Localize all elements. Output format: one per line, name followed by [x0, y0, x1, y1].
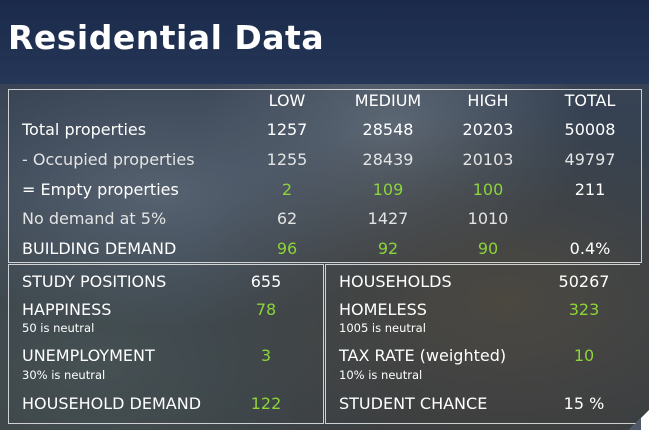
table-cell: 28439	[362, 150, 414, 169]
table-cell: 2	[281, 180, 293, 199]
stat-label-households: HOUSEHOLDS	[339, 272, 452, 291]
column-header-total: TOTAL	[564, 91, 616, 110]
right-stats-panel	[325, 264, 640, 424]
stat-label-happiness: HAPPINESS	[22, 300, 112, 319]
resize-handle-notch	[629, 418, 641, 430]
stat-label-tax-rate: TAX RATE (weighted)	[339, 346, 507, 365]
table-cell: 28548	[362, 120, 414, 139]
stat-value-tax-rate: 10	[573, 346, 595, 365]
stat-label-homeless: HOMELESS	[339, 300, 427, 319]
table-cell: 92	[377, 239, 399, 258]
row-label-building-demand: BUILDING DEMAND	[22, 239, 177, 258]
stat-note-unemployment: 30% is neutral	[22, 368, 106, 382]
table-cell: 1255	[266, 150, 308, 169]
row-label-no-demand: No demand at 5%	[22, 209, 167, 228]
stat-label-study-positions: STUDY POSITIONS	[22, 272, 167, 291]
row-label-total-properties: Total properties	[22, 120, 147, 139]
table-cell: 90	[477, 239, 499, 258]
page-title: Residential Data	[8, 18, 325, 57]
table-cell: 49797	[564, 150, 616, 169]
stat-label-household-demand: HOUSEHOLD DEMAND	[22, 394, 202, 413]
stat-value-homeless: 323	[568, 300, 600, 319]
stat-value-households: 50267	[558, 272, 610, 291]
table-cell: 96	[276, 239, 298, 258]
row-label-occupied-properties: - Occupied properties	[22, 150, 195, 169]
table-cell: 1010	[467, 209, 509, 228]
stat-value-student-chance: 15 %	[563, 394, 605, 413]
stat-label-unemployment: UNEMPLOYMENT	[22, 346, 155, 365]
stat-value-household-demand: 122	[250, 394, 282, 413]
stat-note-tax-rate: 10% is neutral	[339, 368, 423, 382]
table-cell: 50008	[564, 120, 616, 139]
stat-value-unemployment: 3	[260, 346, 272, 365]
properties-table	[8, 89, 642, 263]
column-header-medium: MEDIUM	[354, 91, 422, 110]
table-cell: 1257	[266, 120, 308, 139]
stat-label-student-chance: STUDENT CHANCE	[339, 394, 488, 413]
row-label-empty-properties: = Empty properties	[22, 180, 179, 199]
stat-value-happiness: 78	[255, 300, 277, 319]
table-cell: 20203	[462, 120, 514, 139]
left-stats-panel	[8, 264, 324, 424]
table-cell: 0.4%	[569, 239, 611, 258]
table-cell: 20103	[462, 150, 514, 169]
window-header: Residential Data	[0, 0, 649, 84]
table-cell: 211	[574, 180, 606, 199]
column-header-high: HIGH	[467, 91, 509, 110]
panel-overlay	[0, 84, 649, 430]
table-cell: 100	[472, 180, 504, 199]
table-cell: 62	[276, 209, 298, 228]
stat-note-homeless: 1005 is neutral	[339, 321, 426, 335]
column-header-low: LOW	[268, 91, 306, 110]
table-cell: 1427	[367, 209, 409, 228]
stat-value-study-positions: 655	[250, 272, 282, 291]
table-cell: 109	[372, 180, 404, 199]
stat-note-happiness: 50 is neutral	[22, 321, 95, 335]
